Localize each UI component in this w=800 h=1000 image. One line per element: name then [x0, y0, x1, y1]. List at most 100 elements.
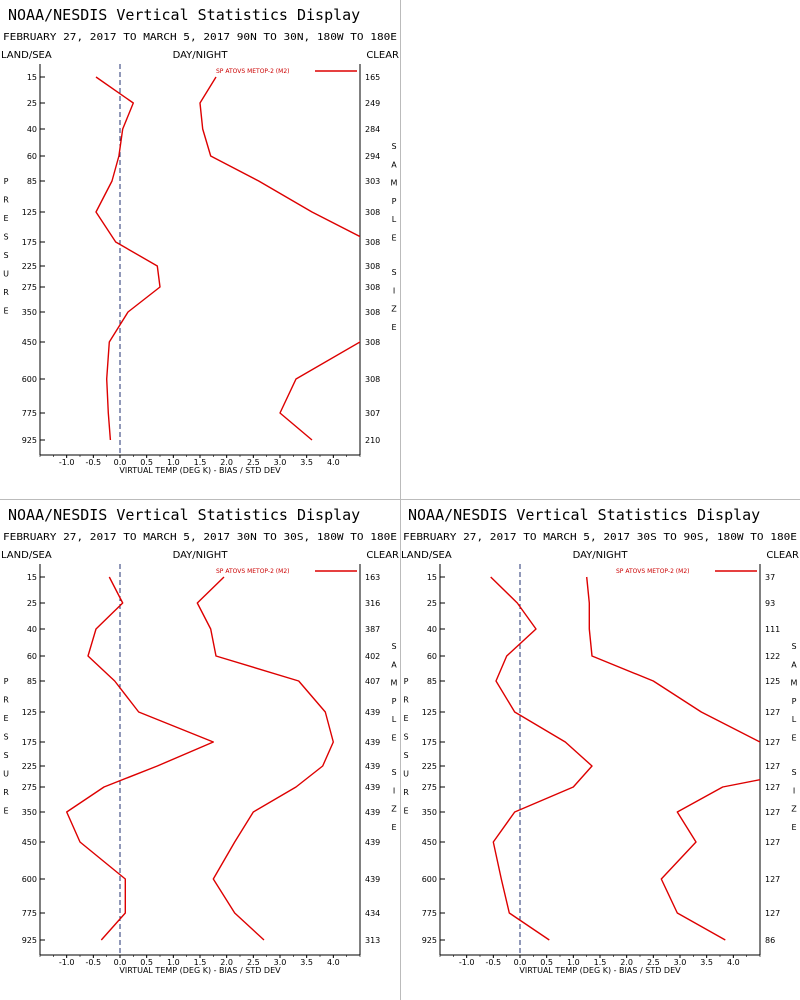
land-sea-header: LAND/SEA: [1, 550, 52, 561]
size-axis-letter: I: [393, 286, 395, 295]
pressure-level-label: 275: [422, 783, 437, 792]
sample-size-label: 307: [365, 409, 380, 418]
pressure-level-label: 25: [27, 599, 37, 608]
x-tick-label: 2.5: [247, 958, 260, 967]
bias-line: [490, 576, 593, 941]
x-tick-label: -0.5: [86, 458, 102, 467]
pressure-axis-letter: U: [3, 770, 9, 779]
x-tick-label: 1.5: [594, 958, 607, 967]
pressure-level-label: 225: [22, 762, 37, 771]
pressure-level-label: 925: [22, 436, 37, 445]
x-tick-label: 0.5: [540, 958, 553, 967]
x-axis-label: VIRTUAL TEMP (DEG K) - BIAS / STD DEV: [119, 466, 281, 475]
size-axis-letter: I: [793, 786, 795, 795]
pressure-level-label: 125: [422, 708, 437, 717]
bias-line: [95, 76, 161, 441]
sample-size-label: 125: [765, 677, 780, 686]
sample-size-label: 439: [365, 808, 380, 817]
x-tick-label: 1.5: [194, 458, 207, 467]
pressure-level-label: 125: [22, 708, 37, 717]
chart-subtitle: FEBRUARY 27, 2017 TO MARCH 5, 2017 30S T…: [403, 532, 797, 543]
sample-axis-letter: L: [392, 715, 397, 724]
legend-label: SP ATOVS METOP-2 (M2): [216, 68, 289, 75]
pressure-level-label: 125: [22, 208, 37, 217]
sample-size-label: 37: [765, 573, 775, 582]
sample-size-label: 407: [365, 677, 380, 686]
sample-size-label: 313: [365, 936, 380, 945]
size-axis-letter: Z: [391, 305, 397, 314]
sample-size-label: 284: [365, 125, 380, 134]
sample-size-label: 439: [365, 762, 380, 771]
x-tick-label: 0.0: [514, 958, 527, 967]
series-group: [65, 576, 334, 941]
pressure-level-label: 925: [22, 936, 37, 945]
pressure-level-label: 85: [427, 677, 437, 686]
pressure-level-label: 600: [22, 875, 37, 884]
sample-size-label: 294: [365, 152, 380, 161]
pressure-level-label: 40: [427, 625, 437, 634]
pressure-level-label: 25: [27, 99, 37, 108]
x-tick-label: -0.5: [86, 958, 102, 967]
sample-axis-letter: L: [392, 215, 397, 224]
sample-size-label: 308: [365, 238, 380, 247]
pressure-level-label: 15: [427, 573, 437, 582]
pressure-level-label: 225: [22, 262, 37, 271]
pressure-level-label: 60: [27, 652, 37, 661]
pressure-level-label: 85: [27, 677, 37, 686]
pressure-axis-letter: S: [403, 751, 408, 760]
x-tick-label: 2.5: [647, 958, 660, 967]
size-axis-letter: E: [391, 823, 396, 832]
sample-size-label: 439: [365, 838, 380, 847]
sample-size-label: 308: [365, 262, 380, 271]
pressure-axis-letter: R: [403, 696, 409, 705]
sample-axis-letter: L: [792, 715, 797, 724]
sample-axis-letter: M: [791, 679, 798, 688]
x-tick-label: -1.0: [59, 458, 75, 467]
sample-size-label: 127: [765, 708, 780, 717]
x-tick-label: 2.0: [220, 458, 233, 467]
x-tick-label: 3.5: [700, 958, 713, 967]
chart-title: NOAA/NESDIS Vertical Statistics Display: [8, 506, 360, 524]
sample-size-label: 249: [365, 99, 380, 108]
chart-panel-2: NOAA/NESDIS Vertical Statistics Display F…: [1, 506, 399, 975]
sample-axis-letter: E: [391, 734, 396, 743]
pressure-axis-letter: P: [4, 177, 9, 186]
pressure-level-label: 275: [22, 283, 37, 292]
pressure-level-label: 775: [22, 909, 37, 918]
pressure-axis-letter: E: [3, 214, 8, 223]
sample-size-label: 308: [365, 208, 380, 217]
sample-axis-letter: E: [391, 234, 396, 243]
sample-axis-letter: A: [391, 160, 397, 169]
std-dev-line: [199, 76, 360, 441]
x-tick-label: 1.0: [567, 958, 580, 967]
x-axis-label: VIRTUAL TEMP (DEG K) - BIAS / STD DEV: [519, 966, 681, 975]
x-tick-label: 1.0: [167, 958, 180, 967]
pressure-axis-letter: U: [403, 770, 409, 779]
sample-size-label: 303: [365, 177, 380, 186]
day-night-header: DAY/NIGHT: [573, 550, 629, 561]
sample-size-label: 127: [765, 909, 780, 918]
sample-axis-letter: E: [791, 734, 796, 743]
x-tick-label: 1.0: [167, 458, 180, 467]
sample-size-label: 439: [365, 875, 380, 884]
sample-axis-letter: A: [391, 660, 397, 669]
land-sea-header: LAND/SEA: [401, 550, 452, 561]
sample-size-label: 93: [765, 599, 775, 608]
sample-size-label: 127: [765, 738, 780, 747]
legend-label: SP ATOVS METOP-2 (M2): [616, 568, 689, 575]
day-night-header: DAY/NIGHT: [173, 50, 229, 61]
sample-size-label: 122: [765, 652, 780, 661]
sample-size-label: 308: [365, 283, 380, 292]
sample-axis-letter: P: [392, 697, 397, 706]
pressure-axis-letter: S: [3, 233, 8, 242]
pressure-level-label: 60: [427, 652, 437, 661]
chart-subtitle: FEBRUARY 27, 2017 TO MARCH 5, 2017 30N T…: [3, 532, 397, 543]
sample-size-label: 316: [365, 599, 380, 608]
chart-title: NOAA/NESDIS Vertical Statistics Display: [408, 506, 760, 524]
pressure-axis-letter: S: [3, 251, 8, 260]
pressure-axis-letter: R: [3, 288, 9, 297]
x-tick-label: 2.0: [220, 958, 233, 967]
pressure-axis-letter: E: [403, 807, 408, 816]
clear-header: CLEAR: [766, 550, 799, 561]
